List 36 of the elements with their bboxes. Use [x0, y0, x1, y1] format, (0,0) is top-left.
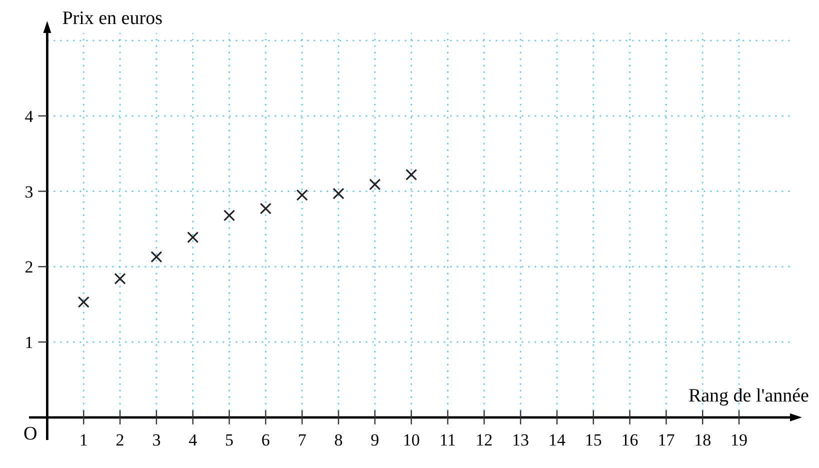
x-tick-label: 5 — [225, 430, 234, 450]
x-tick-label: 4 — [188, 430, 198, 450]
x-tick-label: 3 — [152, 430, 161, 450]
point — [187, 231, 199, 244]
point — [296, 189, 308, 201]
point — [150, 251, 162, 263]
x-tick-label: 10 — [402, 430, 420, 450]
y-tick-label: 1 — [24, 333, 34, 352]
x-tick-label: 15 — [584, 430, 602, 450]
x-tick-label: 13 — [512, 430, 530, 450]
y-tick-label: 3 — [24, 182, 34, 202]
x-axis-title: Rang de l'année — [688, 385, 809, 406]
point — [114, 272, 126, 285]
x-tick-label: 14 — [548, 430, 566, 450]
x-tick-label: 18 — [694, 430, 712, 450]
point — [369, 178, 381, 190]
point — [406, 168, 418, 180]
point — [78, 296, 90, 308]
x-tick-label: 17 — [658, 430, 676, 450]
y-tick-label: 4 — [24, 106, 34, 126]
point — [223, 210, 236, 222]
x-tick-label: 12 — [476, 430, 493, 450]
x-tick-label: 16 — [621, 430, 638, 450]
x-tick-label: 19 — [730, 430, 748, 450]
x-tick-label: 7 — [298, 430, 307, 450]
y-axis-title: Prix en euros — [62, 8, 162, 29]
x-tick-label: 1 — [79, 430, 88, 450]
x-tick-label: 11 — [440, 430, 456, 450]
point — [260, 202, 272, 214]
x-tick-label: 8 — [334, 430, 343, 450]
x-tick-label: 6 — [261, 430, 270, 450]
point — [332, 188, 344, 200]
annotation: O — [23, 423, 38, 444]
x-tick-label: 2 — [116, 430, 124, 450]
x-tick-label: 9 — [370, 430, 380, 450]
y-tick-label: 2 — [24, 258, 34, 277]
